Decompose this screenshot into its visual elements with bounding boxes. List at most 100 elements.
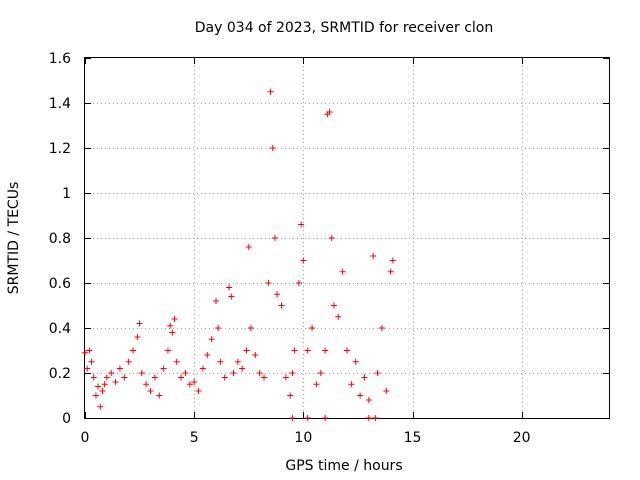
data-point bbox=[108, 370, 115, 376]
data-point bbox=[289, 370, 296, 376]
data-point bbox=[86, 347, 93, 354]
data-point bbox=[182, 370, 189, 376]
y-tick-label: 1.4 bbox=[49, 96, 71, 112]
data-point bbox=[226, 284, 233, 291]
data-point bbox=[84, 365, 91, 372]
x-tick-label: 20 bbox=[513, 430, 531, 446]
data-point bbox=[136, 320, 143, 327]
x-tick-label: 0 bbox=[81, 430, 90, 446]
data-point bbox=[317, 370, 324, 376]
data-point bbox=[357, 392, 364, 399]
data-point bbox=[173, 358, 180, 365]
y-tick-label: 0.2 bbox=[49, 366, 71, 382]
data-point bbox=[217, 358, 224, 365]
data-point bbox=[164, 347, 171, 354]
x-tick-label: 5 bbox=[190, 430, 199, 446]
data-point bbox=[125, 358, 132, 365]
data-point bbox=[298, 221, 305, 228]
chart-title: Day 034 of 2023, SRMTID for receiver clo… bbox=[195, 20, 493, 36]
data-point bbox=[252, 352, 259, 358]
data-point bbox=[204, 352, 211, 358]
data-point bbox=[344, 347, 350, 354]
data-point bbox=[151, 374, 158, 381]
data-point bbox=[160, 365, 167, 372]
y-tick-label: 1.6 bbox=[49, 51, 71, 67]
data-point bbox=[256, 370, 263, 376]
data-point bbox=[195, 388, 202, 394]
data-point bbox=[103, 374, 110, 381]
data-point bbox=[326, 109, 333, 115]
data-point bbox=[335, 313, 342, 320]
data-point bbox=[330, 302, 337, 309]
data-point bbox=[186, 381, 193, 388]
y-tick-labels: 0 0.2 0.4 0.6 0.8 1 1.2 1.4 1.6 bbox=[49, 51, 71, 427]
data-point bbox=[213, 298, 219, 304]
data-point bbox=[370, 253, 377, 259]
data-point bbox=[134, 334, 141, 340]
data-point bbox=[121, 374, 128, 381]
data-point bbox=[389, 257, 396, 264]
data-point bbox=[208, 336, 215, 343]
data-point bbox=[147, 388, 154, 394]
data-point bbox=[169, 329, 176, 336]
y-tick-label: 1 bbox=[62, 186, 71, 202]
data-point bbox=[269, 145, 276, 151]
y-tick-label: 0.6 bbox=[49, 276, 71, 292]
data-point bbox=[387, 268, 394, 275]
data-point bbox=[365, 397, 372, 403]
data-point bbox=[295, 280, 302, 286]
data-point bbox=[191, 379, 198, 385]
y-tick-label: 1.2 bbox=[49, 141, 71, 157]
data-point bbox=[278, 302, 285, 309]
data-point bbox=[112, 379, 119, 385]
data-point bbox=[300, 257, 307, 264]
data-point bbox=[95, 383, 102, 390]
x-tick-label: 10 bbox=[294, 430, 312, 446]
data-point bbox=[138, 370, 145, 376]
data-point bbox=[322, 347, 329, 354]
y-tick-label: 0.8 bbox=[49, 231, 71, 247]
data-point bbox=[378, 325, 385, 331]
data-point bbox=[239, 365, 246, 372]
data-point bbox=[247, 325, 254, 331]
data-point bbox=[261, 374, 268, 381]
data-point bbox=[374, 370, 381, 376]
data-points bbox=[82, 88, 396, 421]
y-tick-label: 0.4 bbox=[49, 321, 71, 337]
data-point bbox=[328, 235, 335, 241]
data-point bbox=[383, 388, 390, 394]
data-point bbox=[313, 381, 320, 388]
x-tick-labels: 0 5 10 15 20 bbox=[81, 430, 531, 446]
data-point bbox=[99, 388, 106, 394]
data-point bbox=[199, 365, 206, 372]
data-point bbox=[143, 381, 150, 388]
data-point bbox=[289, 415, 296, 421]
data-point bbox=[116, 365, 123, 372]
data-point bbox=[361, 374, 368, 381]
plot-frame bbox=[84, 57, 610, 419]
data-point bbox=[82, 349, 88, 356]
axis-ticks bbox=[85, 58, 609, 419]
data-point bbox=[243, 347, 250, 354]
data-point bbox=[265, 280, 272, 286]
data-point bbox=[156, 392, 163, 399]
data-point bbox=[230, 370, 237, 376]
data-point bbox=[130, 347, 137, 354]
y-axis-label: SRMTID / TECUs bbox=[6, 182, 22, 295]
data-point bbox=[228, 293, 235, 300]
data-point bbox=[352, 358, 359, 365]
data-point bbox=[215, 325, 222, 331]
data-point bbox=[282, 374, 289, 381]
data-point bbox=[171, 316, 178, 322]
data-point bbox=[90, 374, 97, 381]
data-point bbox=[178, 374, 185, 381]
data-point bbox=[287, 392, 294, 399]
data-point bbox=[88, 358, 95, 365]
data-point bbox=[97, 403, 104, 410]
data-point bbox=[92, 392, 99, 399]
data-point bbox=[365, 415, 372, 421]
data-point bbox=[221, 374, 228, 381]
data-point bbox=[309, 325, 316, 331]
y-tick-label: 0 bbox=[62, 411, 71, 427]
